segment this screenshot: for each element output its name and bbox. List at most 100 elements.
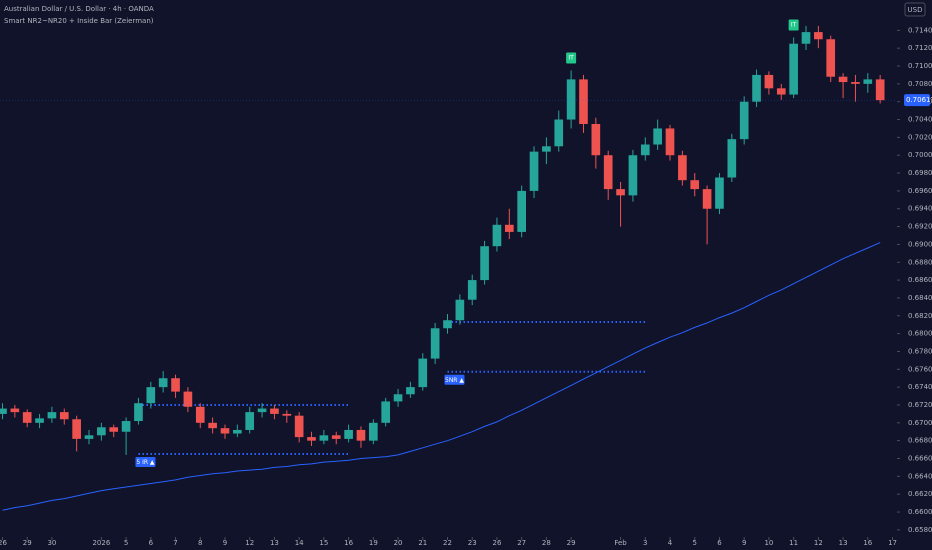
candle-body <box>702 189 712 209</box>
candle-body <box>10 408 20 413</box>
x-tick-label: 23 <box>468 539 477 547</box>
x-tick-label: 16 <box>344 539 353 547</box>
x-tick-label: 15 <box>319 539 328 547</box>
candle-body <box>628 155 638 196</box>
candle-body <box>393 394 403 402</box>
currency-box[interactable] <box>904 2 926 17</box>
candle-body <box>566 79 576 120</box>
candle-body <box>653 128 662 145</box>
x-tick-label: 9 <box>223 539 227 547</box>
x-tick-label: 2026 <box>92 539 110 547</box>
indicator-name: Smart NR2~NR20 + Inside Bar (Zeierman) <box>4 17 154 25</box>
candle-body <box>678 155 687 181</box>
candle-body <box>554 119 564 147</box>
candle-body <box>616 189 625 196</box>
candle-body <box>121 421 131 432</box>
x-tick-label: 21 <box>418 539 427 547</box>
candle-body <box>801 32 811 44</box>
x-tick-label: 13 <box>839 539 848 547</box>
signal-label: IT <box>791 21 797 28</box>
x-tick-label: 19 <box>369 539 378 547</box>
candle-body <box>356 429 366 441</box>
candle-body <box>504 224 514 232</box>
candle-body <box>591 123 601 156</box>
signal-label: IT <box>568 54 574 61</box>
candle-body <box>381 401 391 423</box>
candle-body <box>109 427 119 432</box>
candle-body <box>233 429 242 434</box>
x-tick-label: Feb <box>614 539 627 547</box>
candle-body <box>542 146 551 152</box>
candle-body <box>146 387 156 404</box>
candle-body <box>529 151 539 191</box>
x-tick-label: 29 <box>567 539 576 547</box>
signal-flag <box>788 19 799 31</box>
candle-body <box>764 74 774 89</box>
candle-body <box>171 378 180 392</box>
candle-body <box>715 177 724 209</box>
range-badge <box>444 374 465 385</box>
x-tick-label: 30 <box>47 539 56 547</box>
x-tick-label: 4 <box>668 539 673 547</box>
moving-average <box>2 242 881 511</box>
candle-body <box>282 413 292 416</box>
candle-body <box>875 79 885 101</box>
candle-body <box>35 418 44 423</box>
candle-body <box>22 412 32 423</box>
candle-body <box>72 419 81 439</box>
candle-body <box>690 180 700 190</box>
x-tick-label: 5 <box>124 539 128 547</box>
candle-body <box>195 406 205 423</box>
candle-body <box>331 435 341 439</box>
x-tick-label: 20 <box>394 539 403 547</box>
x-tick-label: 8 <box>198 539 202 547</box>
range-label: 5NR ▲ <box>445 377 464 384</box>
candle-body <box>480 246 489 281</box>
candle-body <box>776 88 786 95</box>
candle-body <box>467 280 477 300</box>
x-tick-label: 27 <box>517 539 526 547</box>
x-tick-label: 11 <box>789 539 798 547</box>
candle-body <box>789 43 798 95</box>
candle-body <box>257 408 267 413</box>
candle-body <box>344 429 353 439</box>
candle-body <box>727 139 737 178</box>
candle-body <box>158 378 168 388</box>
candle-body <box>183 391 193 407</box>
x-tick-label: 10 <box>764 539 773 547</box>
range-badge <box>135 457 156 468</box>
candle-body <box>294 415 304 438</box>
candle-body <box>270 408 279 414</box>
candle-body <box>430 328 440 359</box>
candle-body <box>640 144 650 156</box>
candle-body <box>851 82 860 84</box>
candle-body <box>208 422 217 429</box>
x-tick-label: 17 <box>888 539 897 547</box>
x-tick-label: 28 <box>542 539 551 547</box>
x-tick-label: 12 <box>245 539 254 547</box>
candle-body <box>406 387 415 395</box>
candle-body <box>134 403 143 422</box>
candle-body <box>84 435 94 439</box>
last-price-label: 0.70617 <box>906 96 932 104</box>
candle-body <box>517 190 526 232</box>
candle-body <box>319 435 329 441</box>
